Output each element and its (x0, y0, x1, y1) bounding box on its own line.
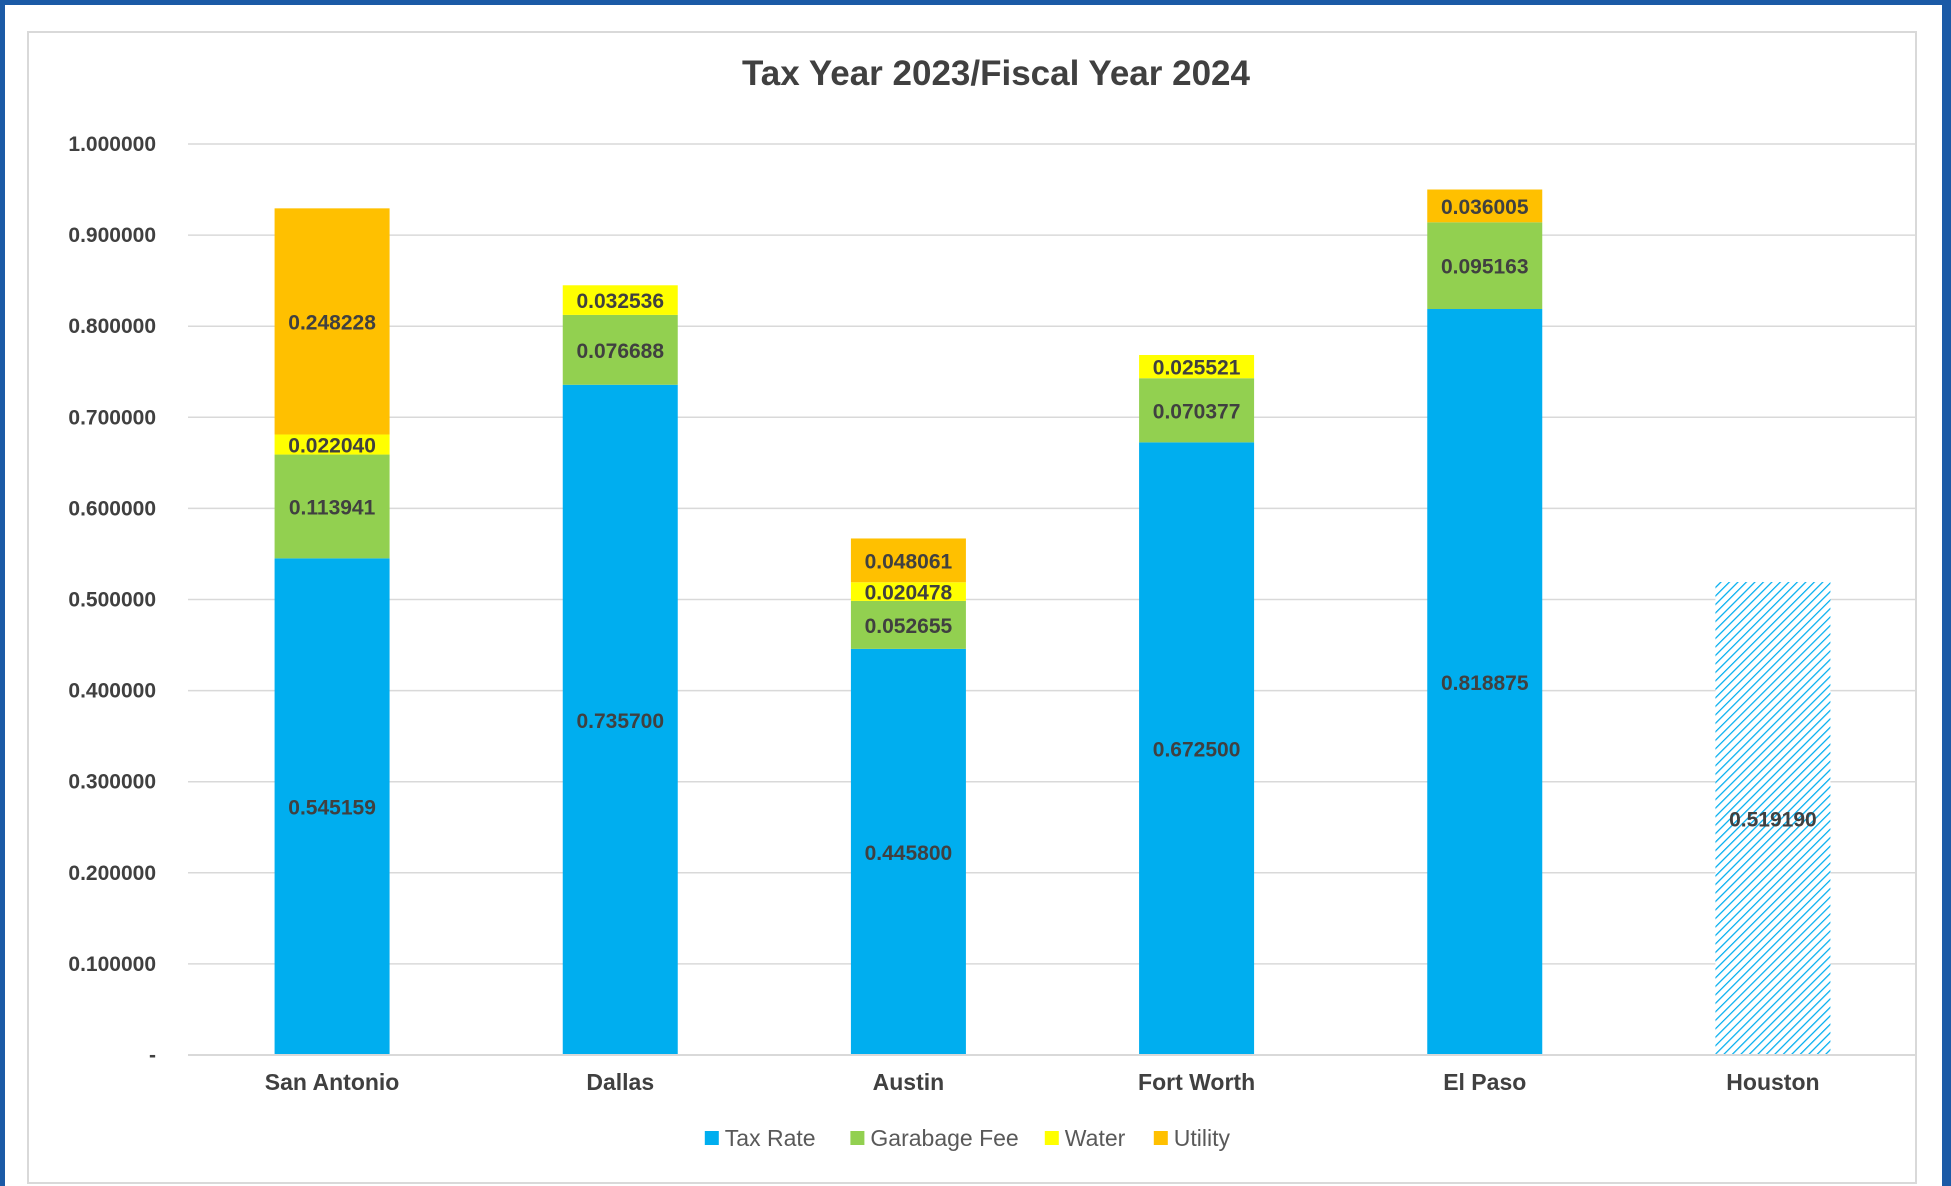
bar-segment (562, 314, 678, 385)
bar-segment (1715, 582, 1831, 1055)
data-label: 0.113941 (289, 496, 376, 519)
data-label: 0.070377 (1153, 400, 1241, 423)
grid-lines (188, 143, 1915, 1056)
y-tick-label: 0.500000 (68, 589, 156, 612)
data-label: 0.248228 (288, 311, 376, 334)
y-tick-label: - (149, 1044, 156, 1067)
legend-label: Water (1065, 1125, 1126, 1151)
x-category-label: Houston (1726, 1069, 1819, 1095)
x-axis: San Antonio Dallas Austin Fort Worth El Paso… (188, 1054, 1915, 1095)
y-tick-label: 0.900000 (68, 224, 156, 247)
data-label: 0.025521 (1153, 357, 1241, 380)
chart-area: Tax Year 2023/Fiscal Year 2024 - 0.100000… (27, 31, 1917, 1184)
bar-segment (1139, 442, 1255, 1055)
legend-swatch (704, 1131, 719, 1145)
legend-swatch (1153, 1131, 1168, 1145)
data-label: 0.076688 (576, 340, 664, 363)
y-tick-label: 0.800000 (68, 315, 156, 338)
page-panel: Tax Year 2023/Fiscal Year 2024 - 0.100000… (5, 5, 1942, 1186)
bar-segment (1139, 378, 1255, 443)
data-label: 0.818875 (1441, 672, 1529, 695)
x-category-label: El Paso (1443, 1069, 1526, 1095)
x-category-label: Dallas (586, 1069, 654, 1095)
y-tick-label: 0.100000 (68, 953, 156, 976)
bar-segment (1427, 222, 1543, 310)
legend-swatch (1044, 1131, 1059, 1145)
data-label: 0.519190 (1729, 809, 1817, 832)
data-label: 0.022040 (288, 435, 376, 458)
legend-label: Garabage Fee (870, 1125, 1018, 1151)
data-label: 0.020478 (865, 582, 953, 605)
bar-segment (562, 285, 678, 315)
y-tick-label: 1.000000 (68, 133, 156, 156)
stacked-bar-chart: Tax Year 2023/Fiscal Year 2024 - 0.100000… (68, 54, 1915, 1151)
bar-segment (850, 648, 966, 1055)
legend-label: Tax Rate (725, 1125, 816, 1151)
data-label: 0.052655 (865, 615, 953, 638)
y-tick-label: 0.600000 (68, 497, 156, 520)
data-label: 0.545159 (288, 797, 376, 820)
x-category-label: Fort Worth (1138, 1069, 1255, 1095)
bar-segment (274, 208, 390, 435)
data-label: 0.036005 (1441, 196, 1529, 219)
bar-segment (1139, 354, 1255, 379)
data-label: 0.032536 (576, 290, 664, 313)
bar-segment (1427, 309, 1543, 1055)
bar-segment (562, 384, 678, 1055)
x-category-label: Austin (873, 1069, 945, 1095)
bar-segment (274, 558, 390, 1055)
legend-label: Utility (1174, 1125, 1231, 1151)
data-label: 0.445800 (865, 842, 953, 865)
bar-segment (274, 454, 390, 559)
bar-segment (850, 582, 966, 601)
y-tick-label: 0.400000 (68, 680, 156, 703)
data-label: 0.048061 (865, 550, 953, 573)
y-axis: - 0.100000 0.200000 0.300000 0.400000 0.50000… (68, 133, 156, 1067)
y-tick-label: 0.200000 (68, 862, 156, 885)
bar-segment (1427, 189, 1543, 223)
bar-segment (274, 434, 390, 455)
bar-segment (850, 538, 966, 583)
legend-swatch (850, 1131, 865, 1145)
data-label: 0.735700 (576, 710, 664, 733)
data-label: 0.672500 (1153, 739, 1241, 762)
bar-segment (850, 600, 966, 649)
x-category-label: San Antonio (265, 1069, 400, 1095)
chart-title: Tax Year 2023/Fiscal Year 2024 (742, 54, 1250, 93)
y-tick-label: 0.300000 (68, 771, 156, 794)
legend: Tax Rate Garabage Fee Water Utility (704, 1125, 1231, 1151)
bars: 0.545159 0.113941 0.022040 0.248228 0.735700… (274, 189, 1831, 1055)
data-label: 0.095163 (1441, 256, 1529, 279)
y-tick-label: 0.700000 (68, 406, 156, 429)
